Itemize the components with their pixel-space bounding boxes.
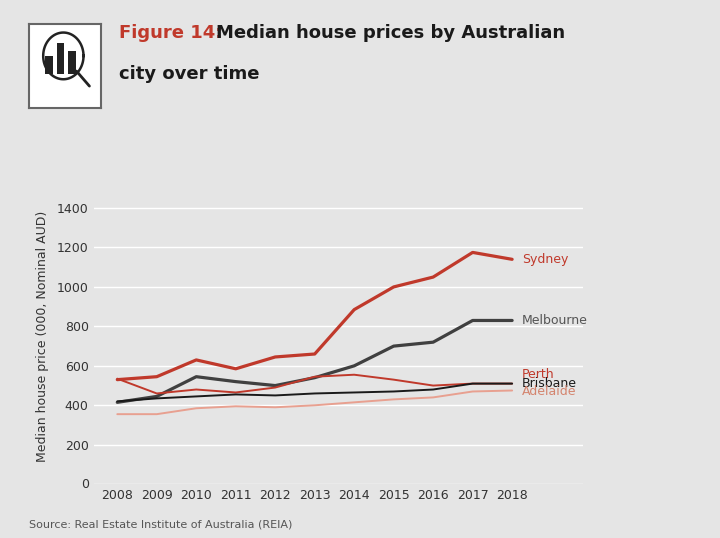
Text: Adelaide: Adelaide <box>522 385 577 398</box>
Text: Median house prices by Australian: Median house prices by Australian <box>216 24 565 42</box>
Bar <box>68 51 76 74</box>
Text: Source: Real Estate Institute of Australia (REIA): Source: Real Estate Institute of Austral… <box>29 520 292 530</box>
Text: city over time: city over time <box>119 65 259 82</box>
Text: 0: 0 <box>81 478 89 491</box>
Y-axis label: Median house price (000, Nominal AUD): Median house price (000, Nominal AUD) <box>35 210 48 462</box>
Text: Figure 14:: Figure 14: <box>119 24 222 42</box>
Text: Sydney: Sydney <box>522 253 568 266</box>
Text: Melbourne: Melbourne <box>522 314 588 327</box>
Bar <box>57 43 64 74</box>
Text: Brisbane: Brisbane <box>522 377 577 390</box>
Bar <box>45 56 53 74</box>
Text: Perth: Perth <box>522 368 554 381</box>
